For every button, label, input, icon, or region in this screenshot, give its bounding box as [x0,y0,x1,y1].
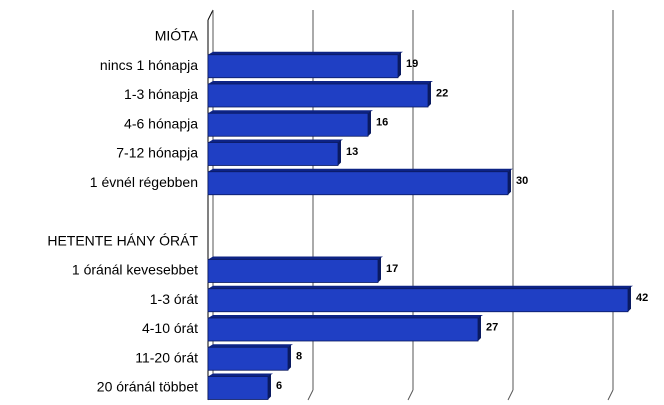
bar-top [208,256,383,260]
bar-side [338,139,341,166]
grid-foot [507,389,514,401]
value-label: 42 [636,292,648,304]
bar-side [268,373,271,400]
bar [207,54,399,79]
bar-side [398,51,401,78]
bar-top [208,110,373,114]
category-label: 4-10 órát [142,320,198,336]
bar-side [508,168,511,195]
bar-top [208,315,483,318]
category-label: 1 óránál kevesebbet [72,262,198,278]
bar-side [628,285,631,312]
value-label: 17 [386,263,398,275]
value-label: 6 [276,380,282,392]
category-label: HETENTE HÁNY ÓRÁT [47,232,198,248]
value-label: 30 [516,175,528,187]
grid-foot [407,389,414,401]
category-label: 1 évnél régebben [90,174,198,190]
bar-side [368,110,371,137]
bar-top [208,81,433,84]
category-label: nincs 1 hónapja [100,57,198,73]
bar [207,171,509,196]
category-label: 20 óránál többet [97,379,198,395]
bar [207,259,379,283]
category-label: 4-6 hónapja [124,115,198,131]
bar [207,142,339,166]
bar [207,346,289,371]
category-label: 11-20 órát [135,349,198,365]
bar [207,317,479,342]
bar-side [428,81,431,107]
category-label: 1-3 órát [150,291,198,307]
value-label: 22 [436,87,448,99]
bar-side [478,315,481,341]
bar [207,83,429,108]
bar-top [208,344,293,348]
frame-corner [207,9,214,21]
bar [207,288,629,313]
bar-side [378,256,381,283]
value-label: 19 [406,58,418,70]
bar [207,376,269,400]
bar-side [288,344,291,371]
grid-foot [307,389,314,401]
bar-top [208,139,343,143]
category-label: MIÓTA [155,28,199,44]
category-label: 7-12 hónapja [116,145,198,161]
bar [207,112,369,137]
value-label: 13 [346,146,358,158]
bar-top [208,373,273,377]
bar-top [208,51,403,55]
value-label: 16 [376,117,388,129]
grid-foot [607,389,614,401]
bar-top [208,285,633,289]
value-label: 27 [486,321,498,333]
category-label: 1-3 hónapja [124,86,198,102]
value-label: 8 [296,351,302,363]
bar-top [208,168,513,172]
